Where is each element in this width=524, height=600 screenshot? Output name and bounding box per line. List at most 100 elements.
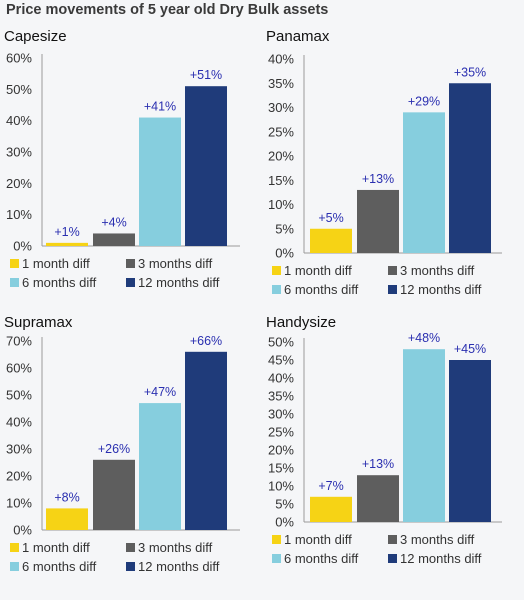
y-tick-label: 60% [6,361,32,376]
legend-label: 12 months diff [138,559,220,574]
panamax-chart: Panamax 0% 5% 10% 15% 20% 25% 30% 35% 40% +5% +13% +… [262,24,524,304]
chart-svg: Handysize 0% 5% 10% 15% 20% 25% 30% 35% 40% 45% 50%… [266,314,502,566]
legend-label: 3 months diff [138,256,213,271]
bar-3-months-diff [357,189,399,253]
y-tick-label: 30% [268,100,294,115]
data-label: +26% [98,442,130,456]
y-tick-label: 25% [268,425,294,440]
bar-12-months-diff [449,360,491,522]
data-label: +47% [144,385,176,399]
y-tick-label: 40% [268,52,294,67]
legend-swatch [10,259,19,268]
data-label: +45% [454,342,486,356]
chart-title: Supramax [4,314,73,331]
data-label: +29% [408,94,440,108]
legend-label: 12 months diff [138,275,220,290]
y-tick-label: 40% [6,415,32,430]
y-tick-label: 0% [13,523,32,538]
y-tick-label: 15% [268,461,294,476]
capesize-chart: Capesize 0% 10% 20% 30% 40% 50% 60% +1% +4% +41% +5… [0,24,262,304]
chart-svg: Supramax 0% 10% 20% 30% 40% 50% 60% 70% +8% +26% +4… [4,314,240,574]
chart-title: Capesize [4,28,67,45]
legend-label: 6 months diff [22,275,97,290]
y-tick-label: 5% [275,221,294,236]
y-tick-label: 20% [6,176,32,191]
bar-12-months-diff [185,86,227,246]
legend-swatch [272,266,281,275]
y-tick-label: 20% [268,443,294,458]
y-tick-label: 60% [6,51,32,66]
data-label: +13% [362,172,394,186]
data-label: +7% [318,479,343,493]
bar-3-months-diff [357,475,399,522]
y-tick-label: 10% [6,496,32,511]
legend-swatch [10,543,19,552]
legend-swatch [388,554,397,563]
legend-label: 1 month diff [22,256,90,271]
data-label: +5% [318,211,343,225]
y-tick-label: 5% [275,497,294,512]
legend-swatch [126,562,135,571]
legend-label: 6 months diff [284,551,359,566]
y-tick-label: 50% [6,82,32,97]
chart-svg: Capesize 0% 10% 20% 30% 40% 50% 60% +1% +4% +41% +5… [4,28,240,290]
y-tick-label: 50% [6,388,32,403]
legend-swatch [388,266,397,275]
legend-label: 3 months diff [400,263,475,278]
bar-1-month-diff [310,496,352,522]
supramax-chart: Supramax 0% 10% 20% 30% 40% 50% 60% 70% +8% +26% +4… [0,310,262,590]
legend-label: 6 months diff [284,282,359,297]
data-label: +51% [190,68,222,82]
y-tick-label: 0% [275,246,294,261]
data-label: +48% [408,331,440,345]
y-tick-label: 10% [268,479,294,494]
data-label: +8% [54,490,79,504]
y-tick-label: 70% [6,334,32,349]
y-tick-label: 45% [268,353,294,368]
legend-label: 1 month diff [22,540,90,555]
legend-label: 12 months diff [400,282,482,297]
bar-6-months-diff [139,117,181,247]
legend-label: 1 month diff [284,532,352,547]
bar-12-months-diff [185,351,227,530]
y-tick-label: 25% [268,124,294,139]
bar-1-month-diff [46,508,88,530]
legend-swatch [126,543,135,552]
legend-label: 3 months diff [138,540,213,555]
data-label: +41% [144,100,176,114]
data-label: +35% [454,65,486,79]
data-label: +1% [54,225,79,239]
y-tick-label: 50% [268,335,294,350]
y-tick-label: 10% [6,207,32,222]
bar-3-months-diff [93,233,135,246]
y-tick-label: 10% [268,197,294,212]
legend-swatch [272,535,281,544]
bar-1-month-diff [46,242,88,246]
y-tick-label: 35% [268,389,294,404]
y-tick-label: 35% [268,76,294,91]
y-tick-label: 40% [6,113,32,128]
y-tick-label: 0% [275,515,294,530]
legend-swatch [10,562,19,571]
legend-label: 3 months diff [400,532,475,547]
legend-swatch [10,278,19,287]
bar-3-months-diff [93,459,135,530]
bar-12-months-diff [449,83,491,253]
y-tick-label: 30% [6,145,32,160]
legend-swatch [272,554,281,563]
data-label: +4% [101,215,126,229]
y-tick-label: 30% [6,442,32,457]
handysize-chart: Handysize 0% 5% 10% 15% 20% 25% 30% 35% 40% 45% 50%… [262,310,524,590]
legend-swatch [126,259,135,268]
legend-swatch [388,535,397,544]
chart-title: Panamax [266,28,330,45]
chart-title: Handysize [266,314,336,331]
y-tick-label: 30% [268,407,294,422]
bar-6-months-diff [403,349,445,522]
y-tick-label: 20% [6,469,32,484]
data-label: +66% [190,334,222,348]
legend-swatch [126,278,135,287]
legend-swatch [272,285,281,294]
page-title: Price movements of 5 year old Dry Bulk a… [6,2,329,18]
bar-6-months-diff [403,112,445,253]
